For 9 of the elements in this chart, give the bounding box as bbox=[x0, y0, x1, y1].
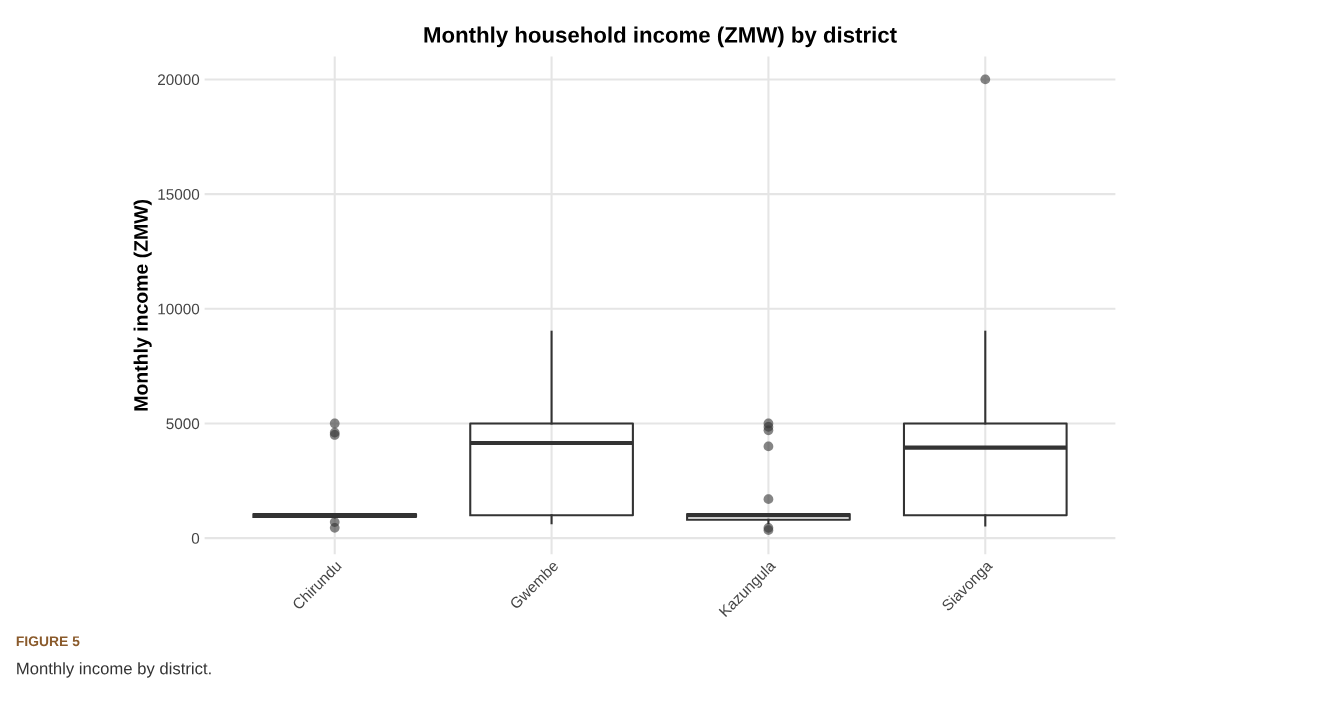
caption: FIGURE 5 bbox=[16, 636, 80, 647]
y-tick-label: 0 bbox=[191, 533, 200, 544]
y-tick-label: 5000 bbox=[166, 418, 200, 430]
y-tick-label: 10000 bbox=[158, 303, 200, 315]
chart-title: Monthly household income (ZMW) by district bbox=[424, 26, 897, 48]
text: Monthly income by district. bbox=[17, 662, 211, 678]
y-tick-label: 20000 bbox=[158, 74, 200, 86]
y-tick-label: 15000 bbox=[158, 188, 200, 200]
y-axis-title: Monthly income (ZMW) bbox=[133, 199, 152, 411]
